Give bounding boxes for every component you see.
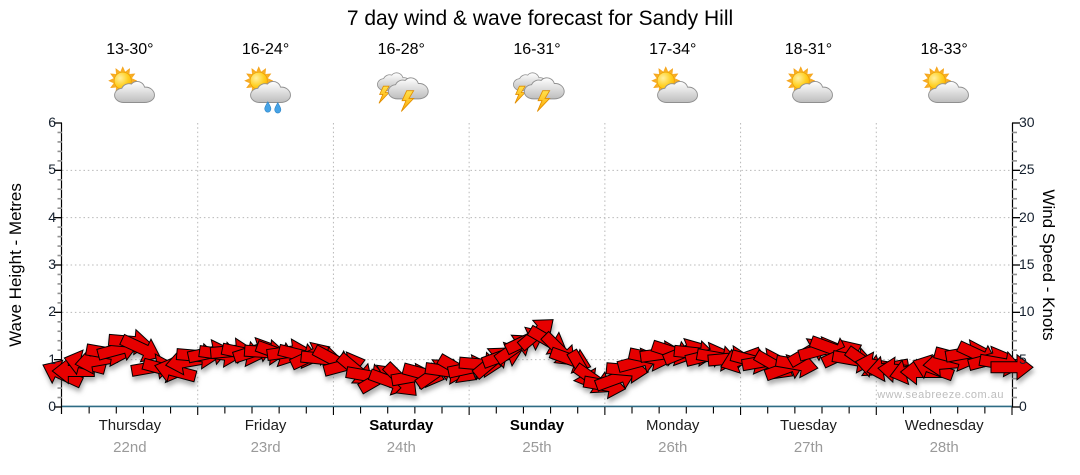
day-date: 27th: [793, 439, 824, 456]
axis-tick-label: 5: [1019, 350, 1027, 367]
day-header-thursday: 13-30°: [62, 40, 198, 114]
day-temp-range: 16-31°: [513, 41, 561, 58]
day-label-tuesday: Tuesday 27th: [741, 417, 877, 456]
weather-icon-thunderstorm: [372, 62, 430, 114]
day-name: Friday: [244, 417, 287, 434]
axis-tick-label: 1: [48, 350, 56, 367]
axis-tick-label: 5: [48, 161, 56, 178]
day-label-friday: Friday 23rd: [198, 417, 334, 456]
day-temp-range: 13-30°: [106, 41, 154, 58]
day-header-sunday: 16-31°: [469, 40, 605, 114]
day-header-saturday: 16-28°: [333, 40, 469, 114]
day-name: Sunday: [509, 417, 565, 434]
day-label-monday: Monday 26th: [605, 417, 741, 456]
day-label-wednesday: Wednesday 28th: [876, 417, 1012, 456]
day-header-friday: 16-24°: [198, 40, 334, 114]
axis-tick-label: 30: [1019, 114, 1035, 130]
weather-icon-partly-cloudy: [644, 62, 702, 114]
day-header-row: 13-30° 16-24° 16-28° 16-31° 17-34° 18-31° 18-3…: [62, 40, 1012, 114]
watermark: www.seabreeze.com.au: [877, 389, 1004, 401]
day-label-thursday: Thursday 22nd: [62, 417, 198, 456]
day-footer-row: Thursday 22nd Friday 23rd Saturday 24th Sunday…: [62, 417, 1012, 456]
day-date: 25th: [522, 439, 552, 456]
weather-icon-partly-cloudy: [101, 62, 159, 114]
day-name: Monday: [646, 417, 700, 434]
day-name: Tuesday: [779, 417, 837, 434]
axis-tick-label: 0: [1019, 398, 1027, 414]
wind-arrow-series: [42, 319, 1034, 400]
day-header-tuesday: 18-31°: [741, 40, 877, 114]
axis-tick-label: 3: [48, 256, 56, 272]
weather-icon-partly-cloudy: [915, 62, 973, 114]
day-label-saturday: Saturday 24th: [333, 417, 469, 456]
day-name: Saturday: [369, 417, 434, 434]
wave-axis-label: Wave Height - Metres: [6, 183, 25, 347]
weather-icon-thunderstorm: [508, 62, 566, 114]
axis-tick-label: 20: [1019, 208, 1035, 225]
day-header-wednesday: 18-33°: [876, 40, 1012, 114]
axis-tick-label: 15: [1019, 256, 1035, 272]
day-temp-range: 18-31°: [784, 41, 833, 58]
day-date: 24th: [386, 439, 416, 456]
axis-tick-label: 10: [1019, 303, 1035, 320]
day-name: Wednesday: [904, 417, 984, 434]
page-title: 7 day wind & wave forecast for Sandy Hil…: [346, 7, 734, 30]
axis-tick-label: 2: [48, 303, 56, 320]
day-temp-range: 17-34°: [649, 41, 697, 58]
day-label-sunday: Sunday 25th: [469, 417, 605, 456]
day-date: 26th: [658, 439, 688, 456]
axis-tick-label: 25: [1019, 161, 1035, 178]
axis-tick-label: 0: [48, 398, 56, 414]
day-date: 23rd: [250, 439, 281, 456]
day-temp-range: 16-24°: [241, 41, 290, 58]
weather-icon-partly-cloudy-rain: [237, 62, 295, 114]
day-temp-range: 16-28°: [377, 41, 425, 58]
axis-tick-label: 4: [48, 208, 56, 225]
day-name: Thursday: [98, 417, 162, 434]
day-date: 22nd: [113, 439, 147, 456]
wind-wave-plot: [42, 122, 1034, 415]
wind-axis-label: Wind Speed - Knots: [1039, 189, 1058, 341]
day-header-monday: 17-34°: [605, 40, 741, 114]
weather-icon-partly-cloudy: [779, 62, 837, 114]
day-temp-range: 18-33°: [920, 41, 968, 58]
day-date: 28th: [929, 439, 959, 456]
axis-tick-label: 6: [48, 114, 56, 130]
